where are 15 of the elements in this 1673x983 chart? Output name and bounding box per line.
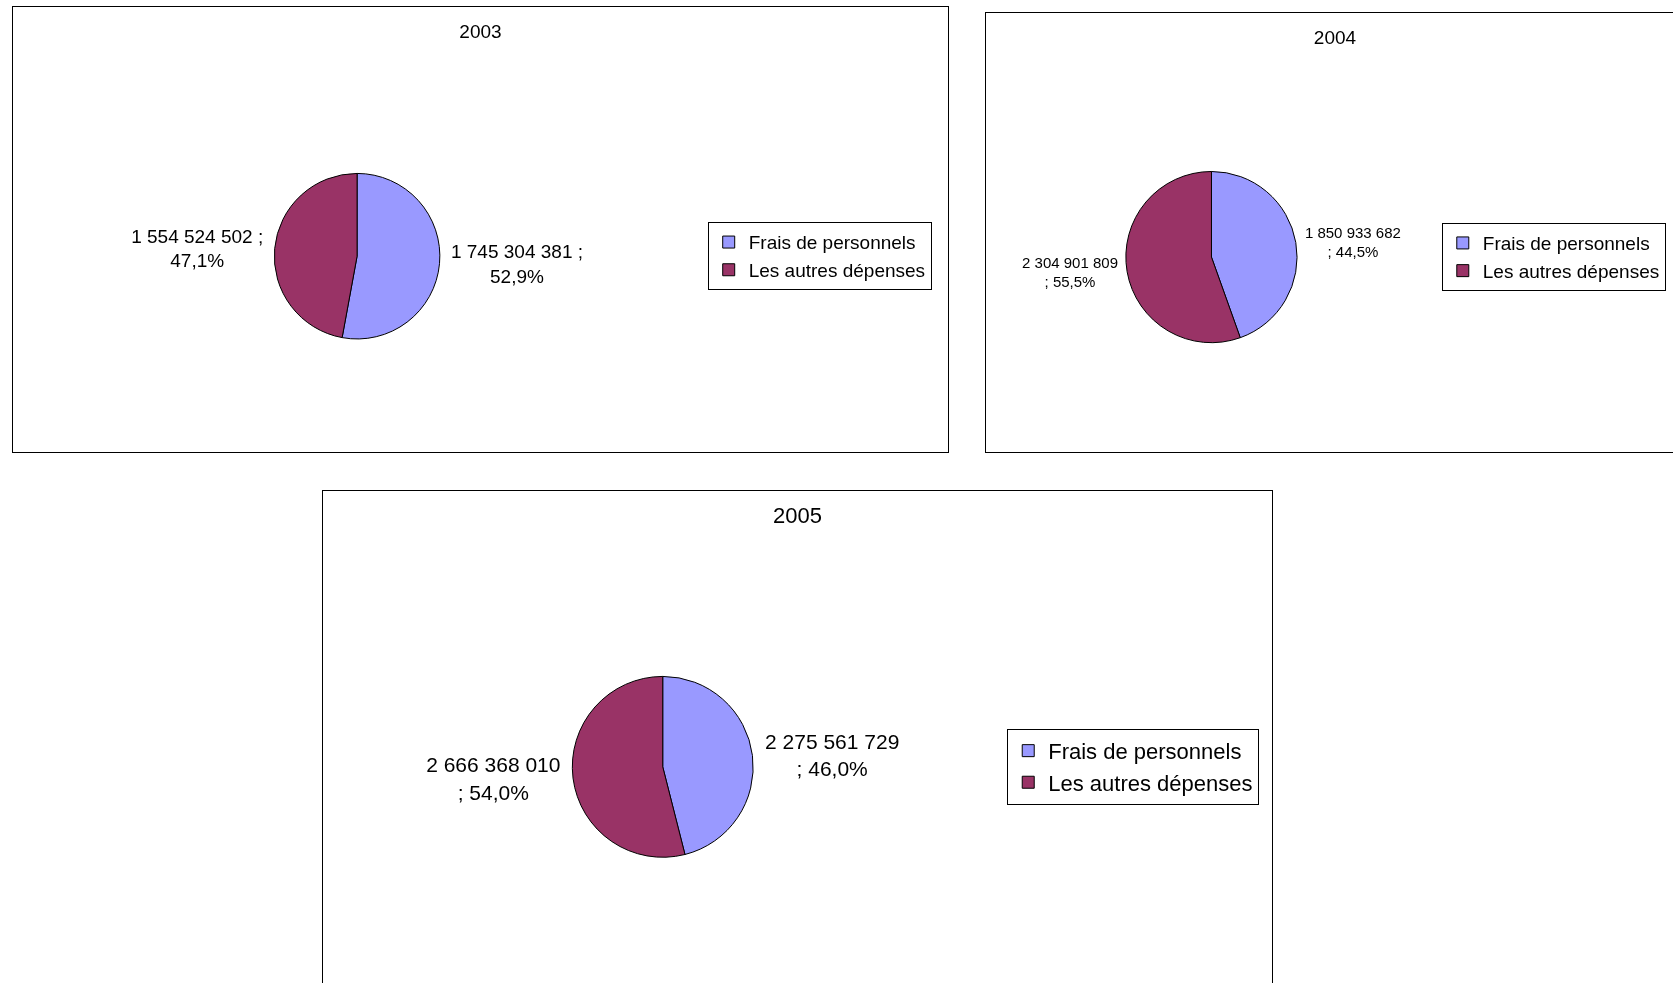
data-label: 1 554 524 502 ; 47,1% bbox=[131, 225, 264, 272]
chart-title: 2003 bbox=[459, 20, 502, 42]
legend-label: Les autres dépenses bbox=[1048, 770, 1253, 796]
data-label: 2 666 368 010 ; 54,0% bbox=[426, 753, 561, 804]
data-label: 1 745 304 381 ; 52,9% bbox=[450, 241, 584, 287]
legend-label: Frais de personnels bbox=[1482, 233, 1650, 255]
chart-title: 2004 bbox=[1313, 26, 1357, 48]
chart-title: 2005 bbox=[773, 502, 822, 528]
legend-label: Les autres dépenses bbox=[748, 260, 926, 282]
legend-label: Frais de personnels bbox=[748, 232, 916, 254]
data-label: 2 275 561 729 ; 46,0% bbox=[765, 730, 900, 781]
data-label: 2 304 901 809 ; 55,5% bbox=[1022, 253, 1118, 291]
legend-label: Frais de personnels bbox=[1048, 739, 1242, 765]
data-label: 1 850 933 682 ; 44,5% bbox=[1304, 223, 1401, 261]
legend-label: Les autres dépenses bbox=[1482, 261, 1660, 283]
